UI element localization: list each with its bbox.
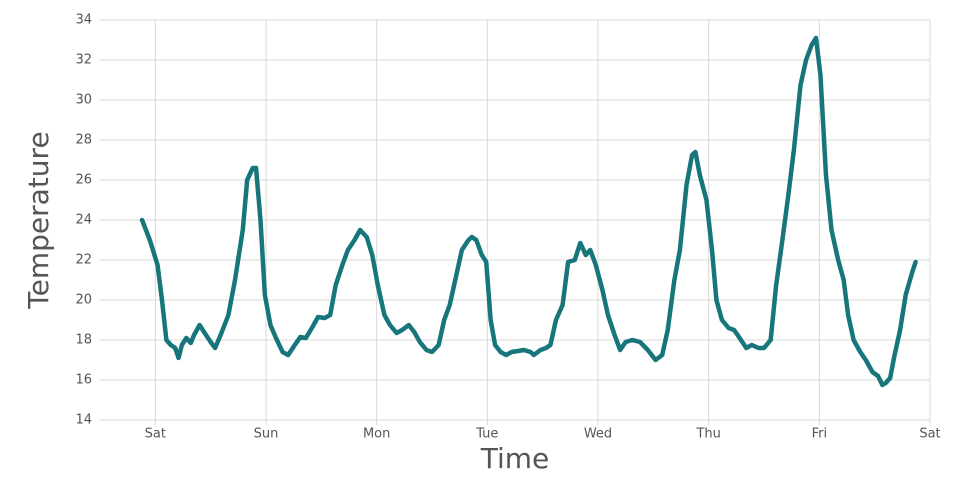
x-tick-label: Wed: [584, 427, 612, 442]
x-tick-label: Sat: [919, 427, 940, 442]
y-tick-label: 26: [75, 173, 92, 188]
x-tick-label: Thu: [695, 427, 720, 442]
y-tick-label: 28: [75, 133, 92, 148]
x-tick-label: Mon: [363, 427, 390, 442]
x-tick-label: Tue: [475, 427, 498, 442]
y-tick-label: 22: [75, 253, 92, 268]
y-tick-label: 24: [75, 213, 92, 228]
data-line: [139, 35, 918, 388]
x-tick-label: Sat: [145, 427, 166, 442]
y-tick-label: 30: [75, 93, 92, 108]
y-tick-label: 14: [75, 413, 92, 428]
y-tick-label: 16: [75, 373, 92, 388]
y-tick-label: 34: [75, 13, 92, 28]
y-axis-title: Temperature: [22, 131, 55, 309]
y-tick-label: 32: [75, 53, 92, 68]
x-tick-label: Sun: [254, 427, 279, 442]
y-tick-label: 20: [75, 293, 92, 308]
y-tick-label: 18: [75, 333, 92, 348]
x-axis-title: Time: [480, 442, 550, 475]
x-tick-label: Fri: [812, 427, 828, 442]
